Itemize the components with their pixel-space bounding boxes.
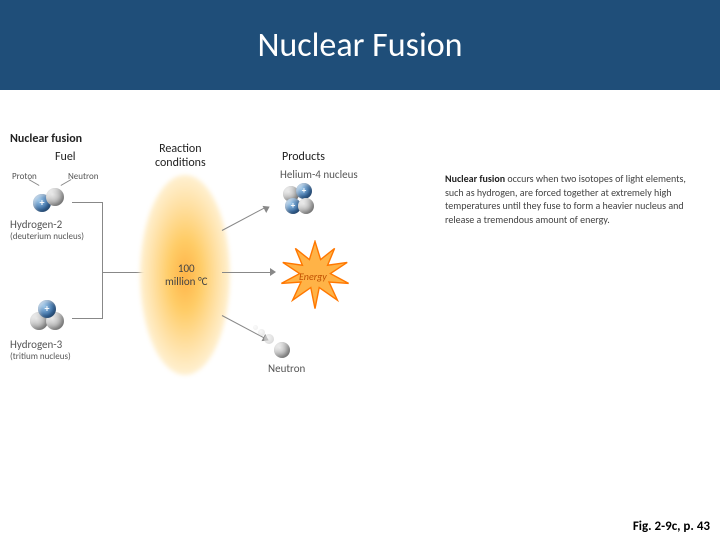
pointer-line xyxy=(61,179,72,186)
title-bar: Nuclear Fusion xyxy=(0,0,720,90)
neutron-trail-icon xyxy=(264,334,274,344)
label-products: Products xyxy=(282,150,325,164)
label-main-section: Nuclear fusion xyxy=(10,132,82,146)
output-line xyxy=(222,272,272,273)
neutron-trail-icon xyxy=(253,325,258,330)
fusion-description: Nuclear fusion occurs when two isotopes … xyxy=(445,172,700,226)
figure-reference: Fig. 2-9c, p. 43 xyxy=(633,519,710,534)
slide-title: Nuclear Fusion xyxy=(257,25,462,66)
reaction-line xyxy=(72,318,102,319)
label-conditions: Reaction conditions xyxy=(155,142,206,170)
label-fuel: Fuel xyxy=(55,150,76,164)
label-temperature: 100 million °C xyxy=(165,262,208,288)
label-neutron-pointer: Neutron xyxy=(68,172,99,182)
fusion-diagram: Nuclear fusion Fuel Reaction conditions … xyxy=(0,120,720,480)
arrowhead-icon xyxy=(262,203,271,213)
output-line xyxy=(222,207,267,231)
label-neutron-out: Neutron xyxy=(268,362,305,375)
proton-particle: + xyxy=(38,300,56,318)
label-he4: Helium-4 nucleus xyxy=(280,168,358,181)
label-h3: Hydrogen-3 xyxy=(10,338,62,351)
label-h2: Hydrogen-2 xyxy=(10,218,62,231)
description-bold: Nuclear fusion xyxy=(445,172,505,185)
label-h3-sub: (tritium nucleus) xyxy=(10,352,71,362)
arrowhead-icon xyxy=(270,268,276,276)
reaction-line xyxy=(102,272,103,319)
label-energy: Energy xyxy=(299,270,327,283)
neutron-trail-icon xyxy=(258,329,265,336)
label-h2-sub: (deuterium nucleus) xyxy=(10,232,84,242)
neutron-particle xyxy=(298,198,314,214)
reaction-line xyxy=(102,202,103,272)
ejected-neutron xyxy=(274,342,290,358)
reaction-line xyxy=(72,202,102,203)
proton-particle: + xyxy=(296,183,312,199)
neutron-particle xyxy=(46,188,64,206)
